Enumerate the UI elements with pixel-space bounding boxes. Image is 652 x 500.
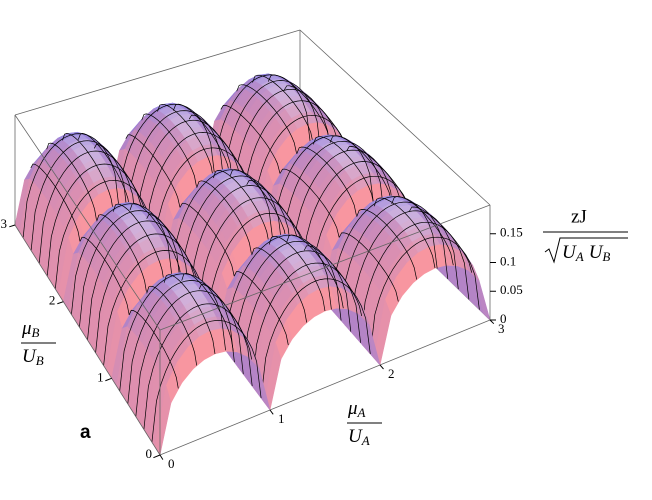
radical-sign (544, 237, 628, 264)
x-tick-label: 1 (278, 411, 285, 426)
y-tick (57, 301, 64, 305)
box-edge (299, 29, 491, 206)
x-tick (379, 364, 384, 370)
z-label-num: zJ (571, 206, 587, 227)
x-tick (159, 454, 164, 460)
y-tick-label: 1 (97, 369, 104, 384)
box-front (9, 29, 496, 460)
mesh-line (214, 74, 311, 177)
x-label-num: μA (347, 398, 366, 420)
box-edge (14, 224, 161, 456)
y-tick-label: 2 (49, 293, 56, 308)
x-label-den: UA (348, 426, 370, 448)
lobe (14, 131, 164, 303)
box-edge (159, 319, 491, 456)
y-axis-label: μB UB (21, 318, 56, 368)
z-tick-label: 0.15 (500, 225, 523, 240)
x-tick-label: 2 (388, 366, 395, 381)
box-edge (14, 29, 301, 116)
mesh-line (225, 234, 332, 351)
mesh-line (118, 103, 216, 207)
mesh-line (22, 133, 120, 238)
y-label-den: UB (22, 346, 44, 368)
z-axis-label: zJ UA UB (543, 206, 628, 264)
box-edge (159, 204, 491, 331)
surface (14, 73, 491, 456)
mesh-line (119, 273, 226, 392)
box-edge (14, 114, 161, 331)
y-tick (153, 454, 161, 459)
y-tick-label: 0 (146, 446, 153, 461)
y-tick (105, 377, 112, 382)
z-tick-label: 0 (500, 311, 507, 326)
mesh-line (71, 203, 173, 315)
z-label-den: UA UB (562, 242, 610, 264)
lobe (163, 168, 322, 340)
y-tick-label: 3 (1, 216, 8, 231)
mesh-line (331, 196, 438, 310)
x-tick (269, 409, 274, 415)
lobe (111, 272, 271, 456)
y-tick (9, 224, 16, 228)
x-tick (489, 319, 495, 325)
x-axis-label: μA UA (347, 398, 382, 448)
x-tick-label: 0 (168, 456, 175, 471)
x-tick-label: 3 (498, 321, 505, 336)
mesh-line (272, 135, 375, 243)
z-tick-label: 0.1 (500, 253, 516, 268)
panel-label: a (80, 422, 91, 443)
mesh-line (171, 169, 274, 279)
y-label-num: μB (21, 318, 40, 340)
z-tick-label: 0.05 (500, 282, 523, 297)
